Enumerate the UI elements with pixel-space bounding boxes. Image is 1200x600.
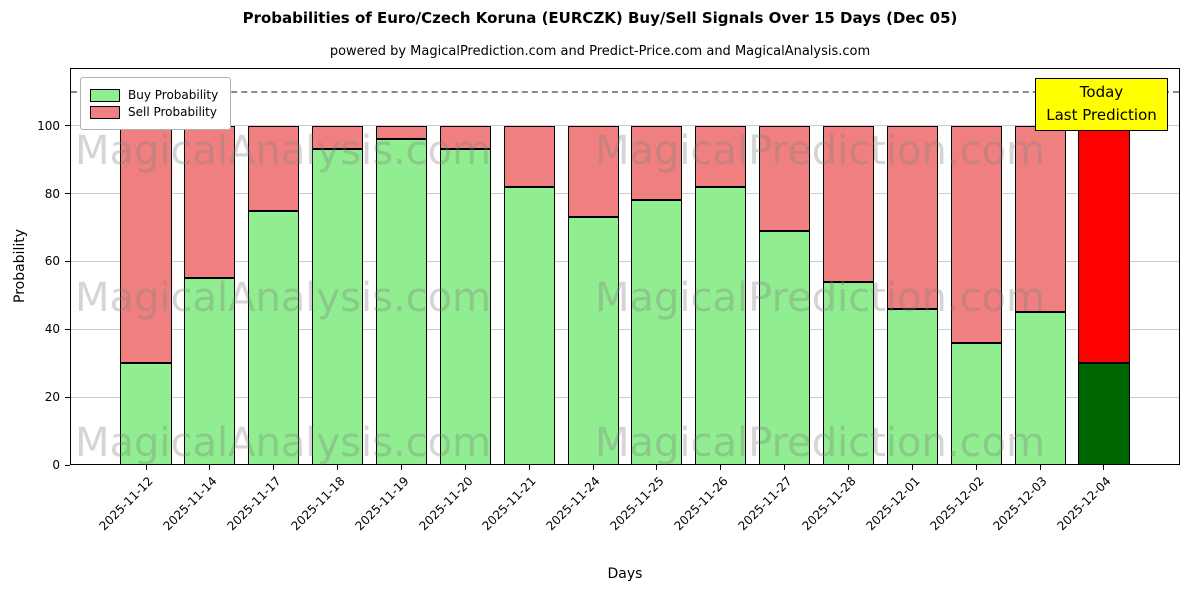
x-tick-mark [592, 465, 594, 470]
bar-buy-segment [184, 278, 236, 465]
y-tick-mark [65, 260, 70, 262]
gridline [70, 260, 1180, 262]
gridline [70, 328, 1180, 330]
x-tick-mark [1103, 465, 1105, 470]
y-tick-mark [65, 193, 70, 195]
y-tick-mark [65, 328, 70, 330]
x-tick-mark [528, 465, 530, 470]
bar-buy-segment [375, 139, 427, 465]
x-tick-mark [464, 465, 466, 470]
y-tick-label: 80 [44, 186, 60, 201]
legend: Buy Probability Sell Probability [80, 77, 232, 130]
today-annotation-line2: Last Prediction [1046, 106, 1157, 125]
bar-sell-segment [886, 125, 938, 309]
x-axis-label: Days [607, 566, 643, 582]
bar-buy-segment [759, 230, 811, 465]
x-tick-mark [145, 465, 147, 470]
x-tick-label-text: 2025-11-18 [288, 474, 348, 534]
gridline [70, 396, 1180, 398]
bar-sell-segment [567, 125, 619, 218]
y-tick-label: 40 [44, 322, 60, 337]
x-tick-label-text: 2025-11-21 [479, 474, 540, 534]
bar-sell-segment [631, 125, 683, 201]
x-tick-label-text: 2025-11-28 [799, 474, 859, 534]
y-tick-label: 60 [44, 254, 60, 269]
x-tick-label-text: 2025-12-01 [863, 474, 923, 534]
x-tick-label-text: 2025-11-27 [735, 474, 795, 534]
legend-buy-label: Buy Probability [128, 88, 219, 102]
bar-sell-segment [695, 125, 747, 187]
bar-buy-segment [1014, 312, 1066, 465]
bar-sell-segment [822, 125, 875, 282]
x-tick-label-text: 2025-12-02 [926, 474, 987, 534]
x-tick-label-text: 2025-11-25 [607, 474, 667, 534]
bar-buy-segment [439, 149, 491, 465]
buy-probability-swatch [90, 88, 120, 102]
y-tick-label: 0 [52, 458, 60, 472]
x-tick-mark [1039, 465, 1041, 470]
legend-item-buy: Buy Probability [90, 88, 218, 102]
chart-title: Probabilities of Euro/Czech Koruna (EURC… [242, 9, 958, 27]
x-tick-mark [656, 465, 658, 470]
x-tick-label-text: 2025-11-12 [96, 474, 156, 534]
bar-sell-segment [1014, 125, 1066, 313]
x-tick-mark [911, 465, 913, 470]
x-tick-label-text: 2025-11-20 [416, 474, 476, 534]
y-tick-label: 20 [44, 390, 60, 405]
y-tick-mark [65, 125, 70, 127]
today-annotation: Today Last Prediction [1035, 78, 1168, 131]
x-tick-mark [400, 465, 402, 470]
x-tick-mark [784, 465, 786, 470]
bar-buy-segment [312, 149, 364, 465]
bar-sell-segment [950, 125, 1002, 343]
bar-buy-segment [503, 186, 555, 465]
x-tick-mark [337, 465, 339, 470]
bar-sell-segment [759, 125, 811, 231]
x-tick-mark [720, 465, 722, 470]
x-tick-label-text: 2025-11-17 [224, 474, 284, 534]
bar-sell-segment [312, 125, 364, 150]
gridline [70, 125, 1180, 127]
gridline [70, 193, 1180, 195]
x-tick-label-text: 2025-11-19 [352, 474, 412, 534]
bar-buy-segment [631, 200, 683, 465]
x-tick-label-text: 2025-12-04 [1054, 474, 1114, 534]
bar-buy-segment [886, 308, 938, 465]
x-tick-label-text: 2025-11-24 [543, 474, 603, 534]
x-tick-mark [975, 465, 977, 470]
x-tick-label-text: 2025-11-14 [160, 474, 220, 534]
legend-item-sell: Sell Probability [90, 105, 218, 119]
legend-sell-label: Sell Probability [128, 105, 217, 119]
today-annotation-line1: Today [1079, 83, 1124, 101]
x-tick-label-text: 2025-12-03 [990, 474, 1051, 534]
bar-sell-segment [439, 125, 491, 150]
bar-sell-segment [248, 125, 300, 211]
x-tick-mark [848, 465, 850, 470]
bar-buy-segment [120, 363, 172, 465]
bar-sell-segment [1078, 125, 1130, 364]
bar-buy-segment [822, 281, 875, 465]
x-tick-mark [273, 465, 275, 470]
y-tick-mark [65, 464, 70, 466]
sell-probability-swatch [90, 105, 120, 119]
x-tick-mark [209, 465, 211, 470]
dashed-upper-line [71, 90, 1179, 93]
bar-sell-segment [503, 125, 555, 187]
x-tick-label-text: 2025-11-26 [671, 474, 731, 534]
bar-sell-segment [375, 125, 427, 140]
plot-frame [70, 68, 1180, 465]
chart-subtitle: powered by MagicalPrediction.com and Pre… [329, 44, 871, 59]
bar-buy-segment [1078, 363, 1130, 465]
y-tick-label: 100 [37, 118, 60, 133]
bar-buy-segment [695, 186, 747, 465]
bar-buy-segment [567, 217, 619, 465]
y-tick-mark [65, 396, 70, 398]
